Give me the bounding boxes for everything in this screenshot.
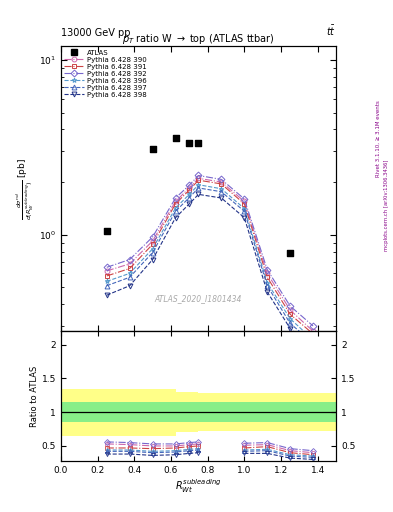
Pythia 6.428 396 [219, 186, 224, 192]
ATLAS [104, 227, 110, 235]
Pythia 6.428 397 [173, 208, 178, 215]
ATLAS [195, 139, 202, 147]
Pythia 6.428 391 [196, 177, 201, 183]
ATLAS [173, 134, 179, 142]
Pythia 6.428 398 [173, 215, 178, 221]
Pythia 6.428 390 [105, 268, 109, 274]
Pythia 6.428 397 [311, 340, 316, 346]
Pythia 6.428 392 [105, 264, 109, 270]
Pythia 6.428 396 [311, 337, 316, 343]
Pythia 6.428 390 [127, 261, 132, 267]
Pythia 6.428 396 [105, 279, 109, 285]
Pythia 6.428 392 [242, 196, 247, 202]
Pythia 6.428 390 [219, 179, 224, 185]
Pythia 6.428 391 [150, 241, 155, 247]
Pythia 6.428 390 [187, 185, 192, 191]
Pythia 6.428 392 [173, 195, 178, 201]
Y-axis label: Ratio to ATLAS: Ratio to ATLAS [30, 366, 39, 426]
Pythia 6.428 391 [127, 265, 132, 271]
Pythia 6.428 391 [105, 273, 109, 279]
Pythia 6.428 390 [311, 328, 316, 334]
Pythia 6.428 398 [288, 326, 292, 332]
Line: Pythia 6.428 390: Pythia 6.428 390 [104, 176, 316, 334]
Pythia 6.428 391 [265, 274, 270, 281]
Pythia 6.428 391 [311, 331, 316, 337]
Pythia 6.428 397 [105, 283, 109, 289]
Pythia 6.428 398 [105, 292, 109, 298]
Pythia 6.428 397 [219, 188, 224, 195]
Pythia 6.428 392 [187, 182, 192, 188]
Pythia 6.428 397 [265, 283, 270, 289]
Pythia 6.428 396 [150, 246, 155, 252]
Pythia 6.428 392 [196, 173, 201, 179]
Pythia 6.428 397 [127, 274, 132, 281]
Pythia 6.428 396 [265, 280, 270, 286]
Pythia 6.428 398 [265, 289, 270, 295]
Pythia 6.428 390 [242, 198, 247, 204]
Pythia 6.428 397 [196, 185, 201, 191]
Line: Pythia 6.428 391: Pythia 6.428 391 [104, 178, 316, 336]
Pythia 6.428 391 [173, 201, 178, 207]
X-axis label: $R_{Wt}^{subleading}$: $R_{Wt}^{subleading}$ [175, 477, 222, 495]
Text: mcplots.cern.ch [arXiv:1306.3436]: mcplots.cern.ch [arXiv:1306.3436] [384, 159, 389, 250]
Text: $t\bar{t}$: $t\bar{t}$ [326, 25, 336, 38]
Text: ATLAS_2020_I1801434: ATLAS_2020_I1801434 [155, 294, 242, 303]
Line: Pythia 6.428 398: Pythia 6.428 398 [104, 192, 316, 352]
Pythia 6.428 392 [150, 234, 155, 240]
Line: Pythia 6.428 392: Pythia 6.428 392 [104, 173, 316, 328]
Pythia 6.428 397 [242, 208, 247, 215]
Pythia 6.428 398 [187, 201, 192, 207]
Pythia 6.428 391 [187, 187, 192, 193]
Pythia 6.428 397 [150, 249, 155, 255]
Text: Rivet 3.1.10, ≥ 3.1M events: Rivet 3.1.10, ≥ 3.1M events [376, 100, 380, 177]
Title: $p_T$ ratio W $\rightarrow$ top (ATLAS ttbar): $p_T$ ratio W $\rightarrow$ top (ATLAS t… [122, 32, 275, 46]
Pythia 6.428 390 [196, 175, 201, 181]
Pythia 6.428 398 [219, 195, 224, 201]
Pythia 6.428 397 [288, 321, 292, 327]
Pythia 6.428 396 [127, 270, 132, 276]
Pythia 6.428 392 [265, 267, 270, 273]
Text: 13000 GeV pp: 13000 GeV pp [61, 28, 130, 38]
Pythia 6.428 398 [311, 347, 316, 353]
Pythia 6.428 398 [127, 283, 132, 289]
Line: Pythia 6.428 397: Pythia 6.428 397 [104, 185, 316, 345]
Pythia 6.428 396 [288, 316, 292, 322]
Pythia 6.428 390 [288, 307, 292, 313]
Pythia 6.428 391 [288, 311, 292, 317]
Legend: ATLAS, Pythia 6.428 390, Pythia 6.428 391, Pythia 6.428 392, Pythia 6.428 396, P: ATLAS, Pythia 6.428 390, Pythia 6.428 39… [63, 48, 148, 99]
Pythia 6.428 397 [187, 195, 192, 201]
Pythia 6.428 396 [173, 205, 178, 211]
Pythia 6.428 392 [311, 323, 316, 329]
Pythia 6.428 392 [288, 303, 292, 309]
Line: Pythia 6.428 396: Pythia 6.428 396 [104, 182, 316, 342]
Pythia 6.428 390 [265, 270, 270, 276]
Pythia 6.428 398 [150, 257, 155, 263]
Y-axis label: $\frac{d\sigma^{nd}}{d(R_{W}^{subleading})}$ [pb]: $\frac{d\sigma^{nd}}{d(R_{W}^{subleading… [15, 158, 36, 220]
Pythia 6.428 398 [196, 191, 201, 198]
Pythia 6.428 396 [187, 191, 192, 198]
ATLAS [149, 145, 156, 153]
Pythia 6.428 390 [150, 238, 155, 244]
Pythia 6.428 398 [242, 215, 247, 221]
Pythia 6.428 396 [242, 205, 247, 211]
Pythia 6.428 392 [127, 257, 132, 263]
Pythia 6.428 391 [242, 201, 247, 207]
ATLAS [186, 139, 193, 147]
ATLAS [287, 249, 293, 258]
Pythia 6.428 391 [219, 181, 224, 187]
Pythia 6.428 390 [173, 198, 178, 204]
Pythia 6.428 396 [196, 182, 201, 188]
Pythia 6.428 392 [219, 176, 224, 182]
